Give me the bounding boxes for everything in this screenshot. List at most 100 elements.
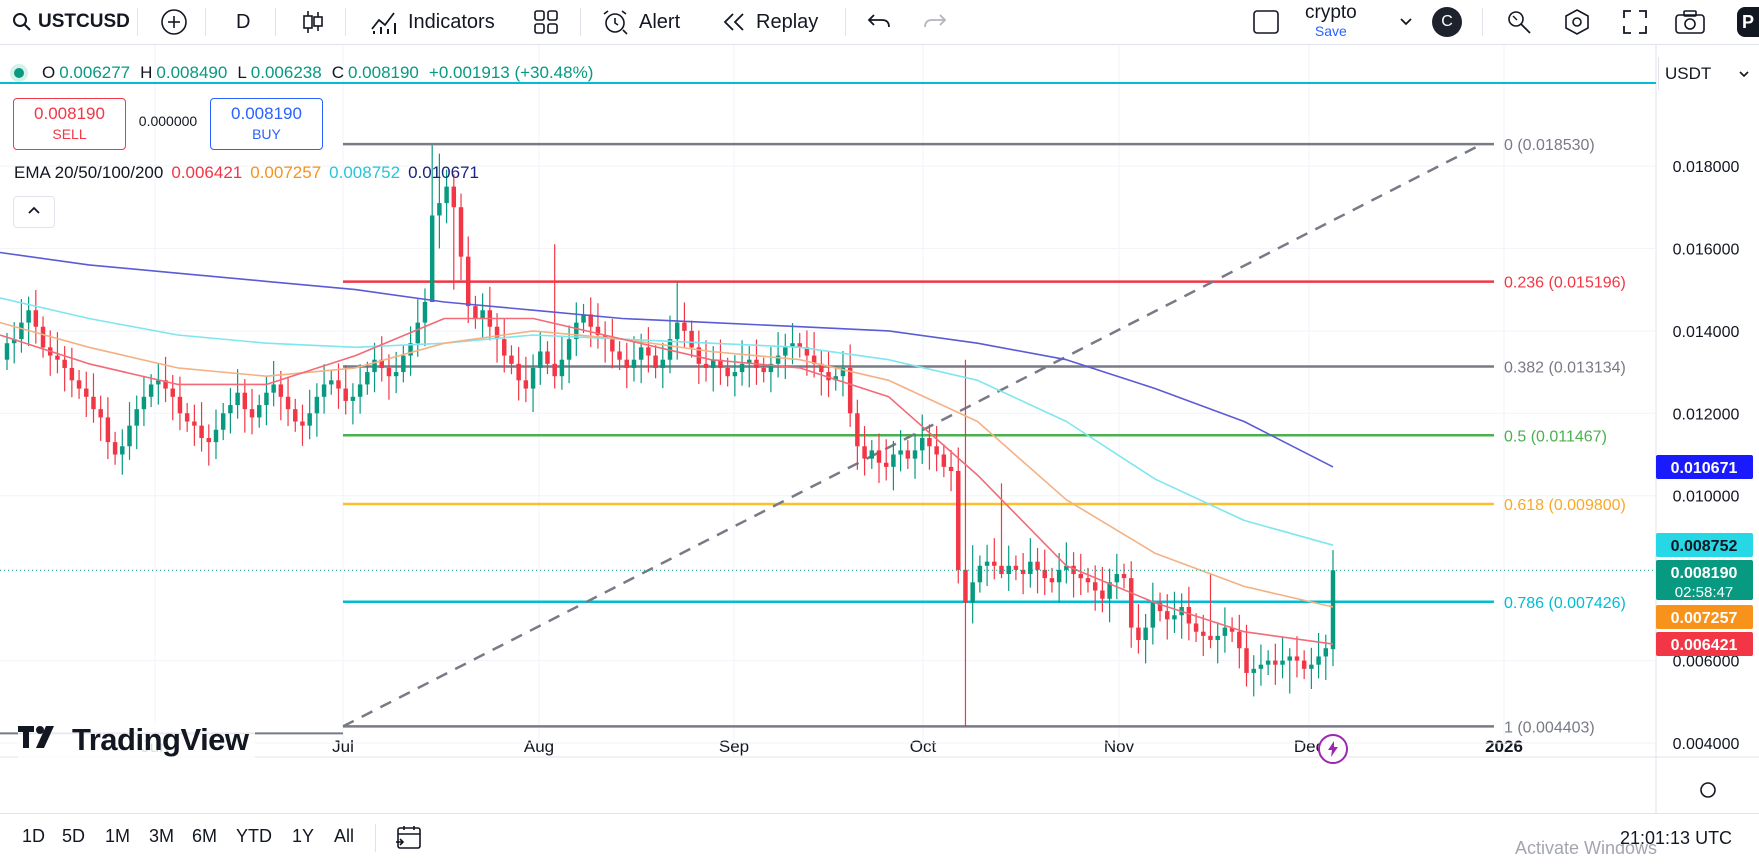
symbol-search[interactable]: USTCUSD (12, 0, 130, 44)
candle-body (300, 421, 305, 426)
avatar: C (1432, 7, 1462, 37)
interval-button[interactable]: D (236, 10, 251, 33)
lightning-icon[interactable] (1318, 734, 1348, 764)
x-tick-label: Oct (910, 737, 937, 756)
timeframe-3m[interactable]: 3M (149, 826, 175, 846)
x-tick-label: Sep (719, 737, 749, 756)
buy-button[interactable]: 0.008190 BUY (210, 98, 323, 150)
candle-body (768, 363, 774, 373)
time-readout[interactable]: 21:01:13 UTC (1620, 828, 1733, 848)
collapse-legend-button[interactable] (13, 196, 55, 228)
candle-body (934, 446, 939, 455)
alert-button[interactable]: Alert (601, 0, 680, 44)
candle-body (847, 367, 853, 414)
account-button[interactable]: C (1432, 0, 1462, 44)
price-tag (1656, 533, 1753, 557)
candle-body (1265, 660, 1271, 665)
indicators-button[interactable]: Indicators (370, 0, 495, 44)
timeframe-all[interactable]: All (334, 826, 355, 846)
publish-button[interactable]: P (1737, 0, 1759, 44)
compare-button[interactable] (160, 0, 188, 44)
candle-body (948, 466, 954, 471)
candle-body (610, 339, 615, 352)
candle-body (840, 367, 846, 377)
plus-circle-icon (160, 8, 188, 36)
candles (4, 145, 1336, 727)
candle-body (177, 396, 183, 414)
layout-name-button[interactable]: crypto Save (1305, 0, 1357, 44)
alarm-icon (601, 8, 629, 36)
change-value: +0.001913 (+30.48%) (428, 63, 594, 82)
candle-body (1229, 627, 1235, 632)
replay-button[interactable]: Replay (722, 0, 818, 44)
candle-body (574, 322, 579, 340)
candle-body (11, 339, 17, 344)
y-tick-label: 0.004000 (1673, 736, 1740, 753)
candle-body (1049, 578, 1055, 583)
chart-area[interactable]: JunJulAugSepOctNovDec20260.0180000.01600… (0, 45, 1759, 813)
templates-button[interactable] (533, 0, 559, 44)
candle-body (105, 417, 111, 443)
layout-toggle-button[interactable] (1252, 0, 1280, 44)
candle-body (228, 405, 233, 414)
candle-body (408, 343, 413, 356)
candle-body (775, 355, 781, 364)
fib-trend-line (342, 145, 1479, 728)
candle-body (84, 388, 89, 397)
candle-body (819, 363, 824, 373)
layout-menu-button[interactable] (1398, 0, 1414, 44)
quick-search-button[interactable] (1505, 0, 1533, 44)
candle-body (314, 396, 320, 414)
candle-body (62, 359, 67, 368)
timeframe-5d[interactable]: 5D (62, 826, 86, 846)
candle-body (999, 565, 1004, 575)
camera-icon (1674, 9, 1706, 35)
x-tick-label: Jul (332, 737, 354, 756)
chart-type-button[interactable] (301, 0, 325, 44)
candle-body (703, 363, 709, 368)
candle-body (1085, 578, 1091, 583)
timeframe-6m[interactable]: 6M (192, 826, 218, 846)
fib-level-label: 1 (0.004403) (1504, 719, 1595, 736)
candle-body (1301, 660, 1307, 669)
timeframe-1d[interactable]: 1D (22, 826, 46, 846)
candle-body (242, 392, 248, 410)
candle-body (530, 367, 536, 389)
price-tag-label: 0.007257 (1671, 610, 1738, 627)
candle-body (1323, 648, 1329, 657)
redo-button[interactable] (922, 0, 948, 44)
sell-button[interactable]: 0.008190 SELL (13, 98, 126, 150)
candle-body (956, 470, 961, 570)
candle-body (797, 343, 802, 348)
candle-body (891, 454, 896, 467)
candle-body (213, 429, 219, 443)
date-range-button[interactable] (394, 824, 424, 857)
buy-label: BUY (252, 126, 281, 142)
candles-icon (301, 9, 325, 35)
scale-settings-icon[interactable] (1700, 782, 1716, 798)
candle-body (55, 355, 60, 360)
timeframe-1m[interactable]: 1M (105, 826, 131, 846)
candle-body (264, 392, 269, 406)
ema-legend[interactable]: EMA 20/50/100/200 0.006421 0.007257 0.00… (14, 163, 479, 183)
fib-level-label: 0.618 (0.009800) (1504, 497, 1626, 514)
fullscreen-button[interactable] (1622, 0, 1648, 44)
price-tag-label: 0.010671 (1671, 460, 1738, 477)
timeframe-1y[interactable]: 1Y (292, 826, 315, 846)
candle-body (941, 454, 947, 467)
price-chart[interactable]: JunJulAugSepOctNovDec20260.0180000.01600… (0, 45, 1759, 813)
y-tick-label: 0.016000 (1673, 241, 1740, 258)
undo-button[interactable] (866, 0, 892, 44)
candle-body (26, 310, 31, 323)
timeframe-ytd[interactable]: YTD (236, 826, 272, 846)
candle-body (725, 367, 730, 377)
settings-button[interactable] (1563, 0, 1591, 44)
snapshot-button[interactable] (1674, 0, 1706, 44)
candle-body (883, 462, 889, 467)
y-tick-label: 0.014000 (1673, 324, 1740, 341)
candle-body (1222, 627, 1228, 636)
layout-name: crypto (1305, 2, 1357, 23)
replay-label: Replay (756, 10, 819, 33)
currency-selector[interactable]: USDT (1658, 57, 1758, 90)
fib-level-label: 0.382 (0.013134) (1504, 360, 1626, 377)
